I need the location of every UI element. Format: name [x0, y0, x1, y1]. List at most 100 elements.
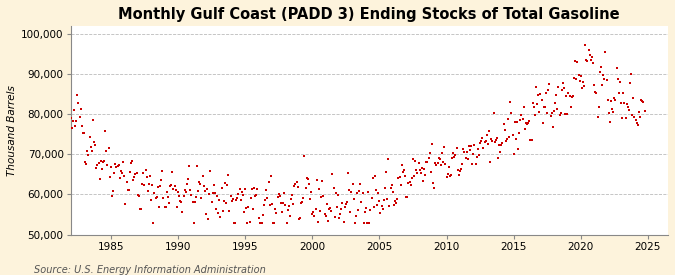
Point	[243, 205, 254, 210]
Point	[448, 150, 458, 155]
Point	[441, 174, 452, 179]
Point	[91, 166, 102, 170]
Point	[505, 100, 516, 104]
Point	[535, 92, 546, 96]
Point	[518, 105, 529, 109]
Point	[271, 210, 282, 215]
Point	[202, 187, 213, 191]
Point	[636, 98, 647, 102]
Point	[273, 192, 284, 196]
Point	[192, 188, 203, 193]
Point	[161, 190, 172, 194]
Point	[310, 207, 321, 211]
Point	[612, 77, 623, 81]
Point	[622, 105, 633, 109]
Point	[348, 197, 359, 202]
Point	[197, 174, 208, 178]
Point	[120, 202, 131, 206]
Point	[376, 204, 387, 209]
Point	[356, 199, 367, 204]
Point	[608, 109, 618, 114]
Point	[396, 183, 406, 187]
Point	[529, 113, 540, 117]
Point	[590, 90, 601, 94]
Point	[362, 220, 373, 225]
Point	[507, 133, 518, 138]
Point	[194, 179, 205, 184]
Point	[564, 94, 575, 98]
Point	[514, 130, 524, 135]
Point	[539, 105, 549, 109]
Point	[598, 72, 609, 77]
Point	[421, 160, 432, 164]
Point	[413, 161, 424, 165]
Point	[372, 203, 383, 207]
Point	[408, 157, 418, 161]
Point	[68, 119, 78, 123]
Point	[78, 130, 89, 135]
Point	[476, 139, 487, 143]
Point	[263, 180, 274, 185]
Point	[634, 115, 645, 119]
Point	[320, 213, 331, 218]
Point	[561, 94, 572, 98]
Point	[444, 174, 455, 178]
Point	[553, 84, 564, 89]
Point	[167, 169, 178, 174]
Point	[568, 76, 579, 80]
Point	[88, 118, 99, 122]
Point	[481, 133, 492, 137]
Point	[159, 204, 170, 209]
Point	[630, 118, 641, 122]
Point	[467, 162, 478, 166]
Point	[107, 194, 117, 198]
Point	[451, 146, 462, 150]
Point	[95, 177, 105, 181]
Point	[418, 167, 429, 171]
Point	[223, 172, 234, 177]
Point	[259, 203, 269, 207]
Point	[196, 196, 207, 201]
Point	[450, 153, 461, 157]
Point	[333, 216, 344, 221]
Point	[583, 47, 594, 52]
Point	[526, 138, 537, 142]
Point	[184, 164, 194, 168]
Point	[456, 167, 466, 171]
Point	[344, 188, 354, 192]
Point	[240, 186, 250, 191]
Point	[219, 199, 230, 203]
Point	[589, 83, 599, 87]
Point	[217, 209, 228, 213]
Point	[280, 203, 291, 207]
Point	[340, 202, 351, 206]
Point	[292, 185, 303, 189]
Point	[72, 93, 82, 98]
Point	[459, 150, 470, 155]
Point	[364, 220, 375, 225]
Point	[422, 160, 433, 165]
Point	[493, 156, 504, 161]
Point	[290, 182, 301, 187]
Point	[231, 197, 242, 202]
Point	[556, 111, 566, 115]
Point	[313, 220, 323, 224]
Point	[384, 204, 395, 208]
Point	[532, 102, 543, 106]
Point	[374, 199, 385, 204]
Point	[481, 139, 491, 144]
Point	[637, 98, 648, 103]
Point	[275, 194, 286, 199]
Point	[254, 220, 265, 225]
Point	[496, 142, 507, 147]
Point	[323, 207, 334, 211]
Point	[317, 179, 327, 183]
Point	[156, 178, 167, 183]
Point	[563, 91, 574, 95]
Point	[214, 198, 225, 202]
Point	[497, 141, 508, 145]
Point	[336, 206, 347, 211]
Point	[169, 184, 180, 188]
Point	[103, 146, 114, 151]
Point	[262, 196, 273, 200]
